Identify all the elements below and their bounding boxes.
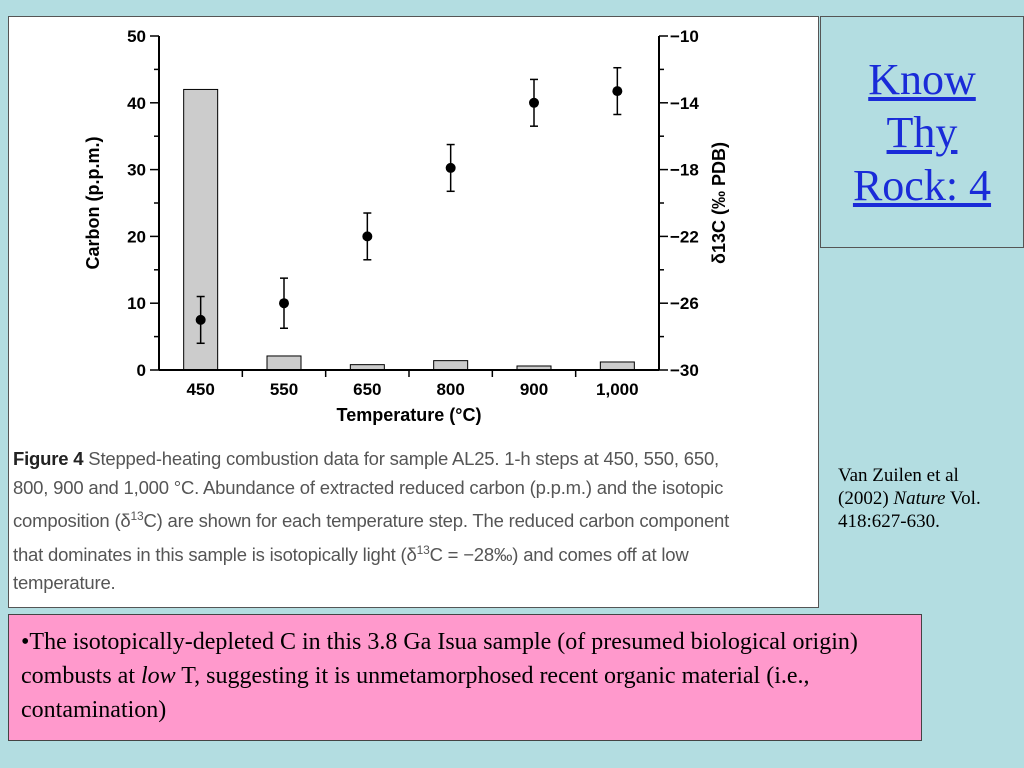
bar-3	[433, 360, 469, 371]
note-bullet: •	[21, 629, 30, 655]
x-tick-label-3: 800	[436, 380, 464, 399]
data-point-2	[362, 231, 373, 242]
left-tick-label-1: 10	[127, 294, 146, 313]
caption-line-3: composition (δ13C) are shown for each te…	[13, 502, 813, 536]
slide-title-line-3[interactable]: Rock: 4	[852, 160, 992, 210]
right-tick-label-5: −10	[670, 27, 699, 46]
slide-title-line-2[interactable]: Thy	[886, 107, 958, 157]
citation-volume: Vol. 418:627-630.	[838, 488, 981, 532]
citation: Van Zuilen et al (2002) Nature Vol. 418:…	[838, 464, 1008, 533]
x-tick-label-1: 550	[270, 380, 298, 399]
right-tick-label-0: −30	[670, 361, 699, 380]
x-axis-title: Temperature (°C)	[337, 405, 482, 425]
caption-line-4-sup: 13	[416, 542, 430, 557]
caption-line-1-text: Stepped-heating combustion data for samp…	[83, 448, 719, 469]
x-tick-label-0: 450	[186, 380, 214, 399]
caption-line-2: 800, 900 and 1,000 °C. Abundance of extr…	[13, 476, 724, 498]
data-point-3	[445, 162, 456, 173]
note-box: •The isotopically-depleted C in this 3.8…	[8, 614, 922, 741]
right-tick-label-2: −22	[670, 227, 699, 246]
x-tick-label-5: 1,000	[596, 380, 639, 399]
data-point-4	[529, 97, 539, 108]
data-point-5	[612, 86, 623, 97]
data-point-1	[279, 298, 289, 309]
left-tick-label-5: 50	[127, 27, 146, 46]
right-tick-label-1: −26	[670, 294, 699, 313]
left-tick-label-3: 30	[127, 161, 146, 180]
figure-caption: Figure 4 Stepped-heating combustion data…	[13, 445, 813, 598]
right-tick-label-4: −14	[670, 94, 699, 113]
note-emphasis: low	[141, 663, 176, 689]
caption-line-5: temperature.	[13, 572, 116, 594]
caption-line-3-sup: 13	[130, 509, 144, 523]
slide-title-box: Know Thy Rock: 4	[820, 16, 1024, 248]
caption-figure-label: Figure 4	[13, 448, 84, 469]
bar-5	[599, 361, 635, 371]
figure-panel: 0 10 20 30 40 50 −30 −26 −22 −18 −14 −10 450 550 650 80…	[8, 16, 819, 608]
stepped-heating-chart: 0 10 20 30 40 50 −30 −26 −22 −18 −14 −10 450 550 650 80…	[83, 27, 729, 425]
citation-authors: Van Zuilen et al (2002)	[838, 465, 959, 509]
left-tick-label-4: 40	[127, 94, 146, 113]
caption-line-4-post: C = −28‰) and comes off at low	[429, 543, 689, 565]
bar-1	[266, 355, 302, 371]
caption-line-4: that dominates in this sample is isotopi…	[13, 536, 813, 570]
citation-journal: Nature	[893, 488, 946, 509]
y2-axis-title: δ13C (‰ PDB)	[709, 142, 729, 264]
left-tick-label-0: 0	[137, 361, 146, 380]
y-axis-title: Carbon (p.p.m.)	[83, 137, 103, 270]
slide-title-line-1[interactable]: Know	[868, 54, 976, 104]
x-tick-label-2: 650	[353, 380, 381, 399]
caption-line-1: Figure 4 Stepped-heating combustion data…	[13, 445, 813, 474]
note-text-after: T, suggesting it is unmetamorphosed rece…	[21, 663, 810, 723]
x-tick-label-4: 900	[520, 380, 548, 399]
left-tick-label-2: 20	[127, 227, 146, 246]
data-point-0	[195, 314, 206, 325]
caption-line-3-post: C) are shown for each temperature step. …	[143, 510, 730, 532]
caption-line-3-pre: composition (δ	[13, 510, 131, 532]
caption-line-4-pre: that dominates in this sample is isotopi…	[13, 543, 417, 565]
note-text-before: The isotopically-depleted C in this 3.8 …	[21, 629, 858, 689]
right-tick-label-3: −18	[670, 161, 699, 180]
